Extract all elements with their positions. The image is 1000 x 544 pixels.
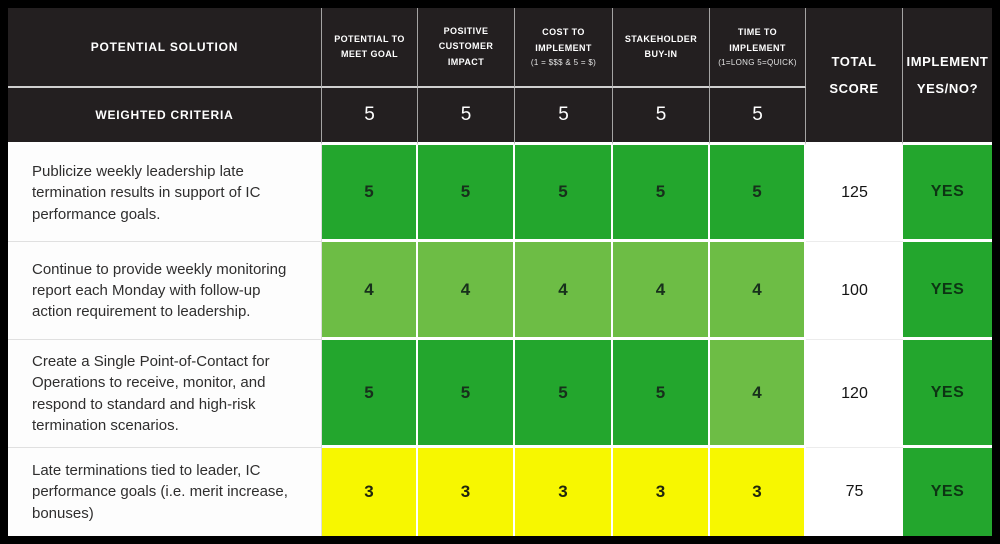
score-cell: 4 <box>710 340 806 448</box>
score-cell: 3 <box>322 448 418 536</box>
decision-matrix-table: POTENTIAL SOLUTION POTENTIAL TO MEET GOA… <box>8 8 992 536</box>
implement-header-line1: IMPLEMENT <box>906 53 989 69</box>
score-cell: 5 <box>613 340 710 448</box>
total-score-header-line1: TOTAL <box>831 53 877 69</box>
score-cell: 3 <box>515 448 613 536</box>
solution-column-header-label: POTENTIAL SOLUTION <box>90 40 239 54</box>
solution-cell: Continue to provide weekly monitoring re… <box>8 242 322 340</box>
score-cell: 3 <box>418 448 515 536</box>
criteria-name: STAKEHOLDER BUY-IN <box>624 33 698 59</box>
criteria-name: TIME TO IMPLEMENT <box>729 27 786 53</box>
score-cell: 3 <box>710 448 806 536</box>
solution-cell: Publicize weekly leadership late termina… <box>8 145 322 242</box>
criteria-note: (1 = $$$ & 5 = $) <box>530 57 597 67</box>
score-cell: 5 <box>418 340 515 448</box>
score-cell: 4 <box>710 242 806 340</box>
criteria-note: (1=LONG 5=QUICK) <box>718 57 797 67</box>
weighted-criteria-text: WEIGHTED CRITERIA <box>95 108 234 122</box>
weight-cell: 5 <box>515 88 613 145</box>
score-cell: 5 <box>515 340 613 448</box>
weight-cell: 5 <box>322 88 418 145</box>
weight-cell: 5 <box>710 88 806 145</box>
decision-cell: YES <box>903 340 992 448</box>
score-cell: 4 <box>418 242 515 340</box>
solution-cell: Create a Single Point-of-Contact for Ope… <box>8 340 322 448</box>
criteria-name: POTENTIAL TO MEET GOAL <box>334 33 405 59</box>
score-cell: 5 <box>515 145 613 242</box>
criteria-header-potential-to-meet-goal: POTENTIAL TO MEET GOAL <box>322 8 418 88</box>
weight-cell: 5 <box>418 88 515 145</box>
score-cell: 4 <box>515 242 613 340</box>
criteria-name: POSITIVE CUSTOMER IMPACT <box>438 26 494 67</box>
criteria-header-positive-customer-impact: POSITIVE CUSTOMER IMPACT <box>418 8 515 88</box>
criteria-header-cost-to-implement: COST TO IMPLEMENT (1 = $$$ & 5 = $) <box>515 8 613 88</box>
score-cell: 5 <box>613 145 710 242</box>
score-cell: 4 <box>322 242 418 340</box>
criteria-name: COST TO IMPLEMENT <box>535 27 592 53</box>
criteria-header-stakeholder-buy-in: STAKEHOLDER BUY-IN <box>613 8 710 88</box>
total-score-header: TOTAL SCORE <box>806 8 903 145</box>
score-cell: 3 <box>613 448 710 536</box>
criteria-header-time-to-implement: TIME TO IMPLEMENT (1=LONG 5=QUICK) <box>710 8 806 88</box>
total-score-header-line2: SCORE <box>829 81 879 96</box>
decision-cell: YES <box>903 448 992 536</box>
score-cell: 5 <box>710 145 806 242</box>
score-cell: 5 <box>322 340 418 448</box>
decision-cell: YES <box>903 242 992 340</box>
weighted-criteria-label: WEIGHTED CRITERIA <box>8 88 322 145</box>
total-score-cell: 125 <box>806 145 903 242</box>
decision-cell: YES <box>903 145 992 242</box>
score-cell: 5 <box>322 145 418 242</box>
total-score-cell: 100 <box>806 242 903 340</box>
score-cell: 4 <box>613 242 710 340</box>
total-score-cell: 120 <box>806 340 903 448</box>
weight-cell: 5 <box>613 88 710 145</box>
score-cell: 5 <box>418 145 515 242</box>
solution-cell: Late terminations tied to leader, IC per… <box>8 448 322 536</box>
implement-header: IMPLEMENT YES/NO? <box>903 8 992 145</box>
implement-header-line2: YES/NO? <box>916 81 979 96</box>
solution-column-header: POTENTIAL SOLUTION <box>8 8 322 88</box>
total-score-cell: 75 <box>806 448 903 536</box>
